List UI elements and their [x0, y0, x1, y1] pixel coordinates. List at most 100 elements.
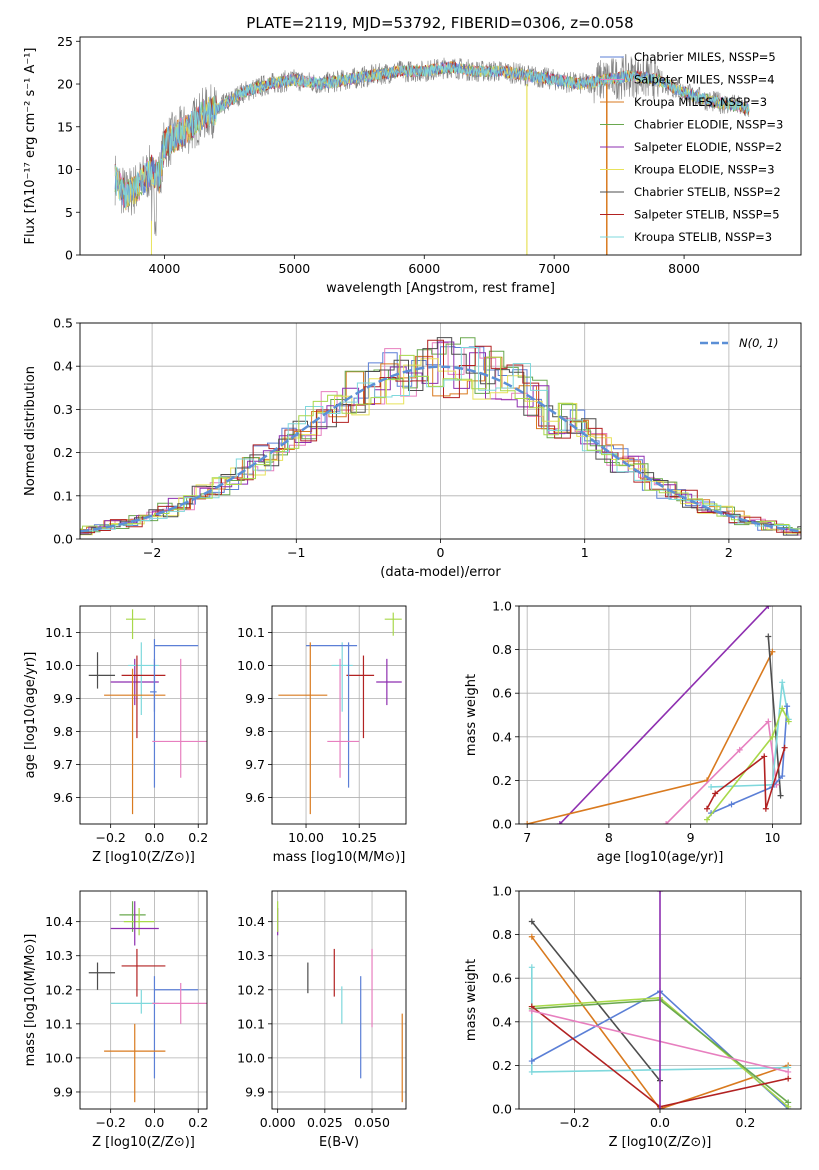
spectrum-plot-area [114, 53, 750, 255]
x-tick-label: 0.050 [354, 1115, 390, 1130]
x-tick-label: 7000 [538, 261, 570, 276]
y-axis-label: Normed distribution [23, 366, 38, 496]
y-tick-label: 0.2 [492, 773, 512, 788]
x-tick-label: 0.0 [145, 1115, 165, 1130]
y-tick-label: 0.1 [53, 488, 73, 503]
y-tick-label: 10.1 [237, 1016, 265, 1031]
y-axis-label: mass weight [464, 959, 479, 1041]
weight-marker [704, 816, 710, 823]
y-tick-label: 10.2 [45, 982, 73, 997]
weight-marker [781, 744, 788, 751]
y-tick-label: 0.2 [492, 1058, 512, 1073]
weight-marker [777, 792, 784, 799]
y-tick-label: 0.4 [492, 1014, 512, 1029]
x-axis-label: age [log10(age/yr)] [597, 850, 724, 865]
weight-line [711, 682, 790, 788]
residuals-plot-area [80, 337, 801, 536]
y-axis-label: age [log10(age/yr)] [23, 652, 38, 779]
weight-marker [765, 606, 772, 609]
x-tick-label: 10.00 [288, 830, 324, 845]
spectrum-panel: 4000 5000 6000 7000 8000 0 5 10 15 20 25 wavelength… [23, 34, 802, 296]
y-tick-label: 0.5 [53, 316, 73, 331]
weight_vs_Z-plot-area [528, 891, 792, 1109]
figure-title: PLATE=2119, MJD=53792, FIBERID=0306, z=0… [246, 14, 633, 32]
x-tick-label: −0.2 [95, 830, 125, 845]
y-tick-label: 9.7 [53, 757, 73, 772]
y-axis-label: mass [log10(M/M⊙)] [23, 934, 38, 1067]
x-axis-label: Z [log10(Z/Z⊙)] [609, 1135, 712, 1150]
y-tick-label: 0.8 [492, 642, 512, 657]
weight-marker [657, 891, 663, 894]
axes-frame [79, 36, 802, 256]
weight-marker [704, 805, 710, 812]
weight-marker [769, 733, 776, 740]
weight-line [706, 706, 790, 821]
x-tick-label: 6000 [408, 261, 440, 276]
legend-label: Kroupa MILES, NSSP=3 [634, 95, 767, 109]
x-tick-label: −2 [143, 545, 161, 560]
y-tick-label: 15 [57, 119, 73, 134]
age_vs_mass-panel: 10.00 10.25 9.6 9.7 9.8 9.9 10.0 10.1 mass [log1… [237, 605, 407, 865]
weight_vs_Z-panel: −0.2 0.0 0.2 0.0 0.2 0.4 0.6 0.8 1.0 Z [log10(Z/Z… [464, 884, 802, 1150]
y-tick-label: 10.3 [237, 948, 265, 963]
weight-marker [528, 1068, 535, 1075]
weight_vs_age-panel: 7 8 9 10 0.0 0.2 0.4 0.6 0.8 1.0 age [log10(age/yr… [464, 599, 802, 865]
legend-label: Kroupa ELODIE, NSSP=3 [634, 163, 775, 177]
weight-marker [528, 1007, 535, 1014]
weight-marker [785, 1099, 792, 1106]
age_vs_Z-panel: −0.2 0.0 0.2 9.6 9.7 9.8 9.9 10.0 10.1 Z [log10(Z… [23, 605, 208, 865]
x-tick-label: −0.2 [559, 1115, 589, 1130]
x-tick-label: 1 [581, 545, 589, 560]
residual-histogram [80, 342, 801, 536]
normal-curve [80, 365, 801, 533]
y-axis-label: mass weight [464, 674, 479, 756]
weight-marker [765, 718, 772, 725]
axes-frame [271, 605, 407, 825]
x-tick-label: 0.025 [307, 1115, 343, 1130]
y-tick-label: 10.0 [45, 658, 73, 673]
x-tick-label: −1 [287, 545, 305, 560]
weight-marker [769, 648, 776, 655]
weight-marker [765, 633, 772, 640]
weight-line [665, 719, 778, 824]
y-tick-label: 0.4 [492, 729, 512, 744]
axes-frame [79, 605, 208, 825]
y-tick-label: 10 [57, 162, 73, 177]
weight-marker [728, 801, 735, 808]
weight-marker [785, 1075, 792, 1082]
legend-label: Chabrier ELODIE, NSSP=3 [634, 118, 783, 132]
weight-marker [657, 1106, 663, 1109]
y-tick-label: 9.9 [53, 1084, 73, 1099]
y-tick-label: 1.0 [492, 884, 512, 899]
weight-marker [779, 773, 786, 780]
y-tick-label: 0.4 [53, 359, 73, 374]
age_vs_mass-plot-area [278, 612, 402, 815]
x-tick-label: 0.2 [188, 1115, 208, 1130]
x-tick-label: 0.000 [260, 1115, 296, 1130]
weight-line [531, 936, 789, 1109]
mass_vs_ebv-panel: 0.000 0.025 0.050 9.9 10.0 10.1 10.2 10.3 10.4 E(… [237, 890, 407, 1150]
legend-label: Salpeter ELODIE, NSSP=2 [634, 140, 782, 154]
weight-marker [528, 1058, 535, 1065]
y-tick-label: 5 [65, 205, 73, 220]
weight-marker [784, 703, 791, 710]
y-tick-label: 9.9 [53, 691, 73, 706]
weight-marker [524, 821, 531, 824]
y-tick-label: 10.1 [45, 1016, 73, 1031]
weight-marker [528, 964, 535, 971]
axes-frame [518, 890, 802, 1110]
y-tick-label: 0.3 [53, 402, 73, 417]
weight-line [559, 606, 769, 824]
y-tick-label: 25 [57, 34, 73, 49]
x-axis-label: mass [log10(M/M⊙)] [273, 850, 406, 865]
axes-frame [518, 605, 802, 825]
y-tick-label: 0.0 [492, 817, 512, 832]
legend-label: N(0, 1) [739, 336, 779, 350]
weight_vs_age-plot-area [524, 606, 792, 824]
y-tick-label: 0.6 [492, 971, 512, 986]
legend-label: Kroupa STELIB, NSSP=3 [634, 230, 772, 244]
x-axis-label: E(B-V) [319, 1135, 359, 1150]
x-tick-label: 7 [523, 830, 531, 845]
x-tick-label: 0.2 [736, 1115, 756, 1130]
y-tick-label: 0.0 [492, 1102, 512, 1117]
